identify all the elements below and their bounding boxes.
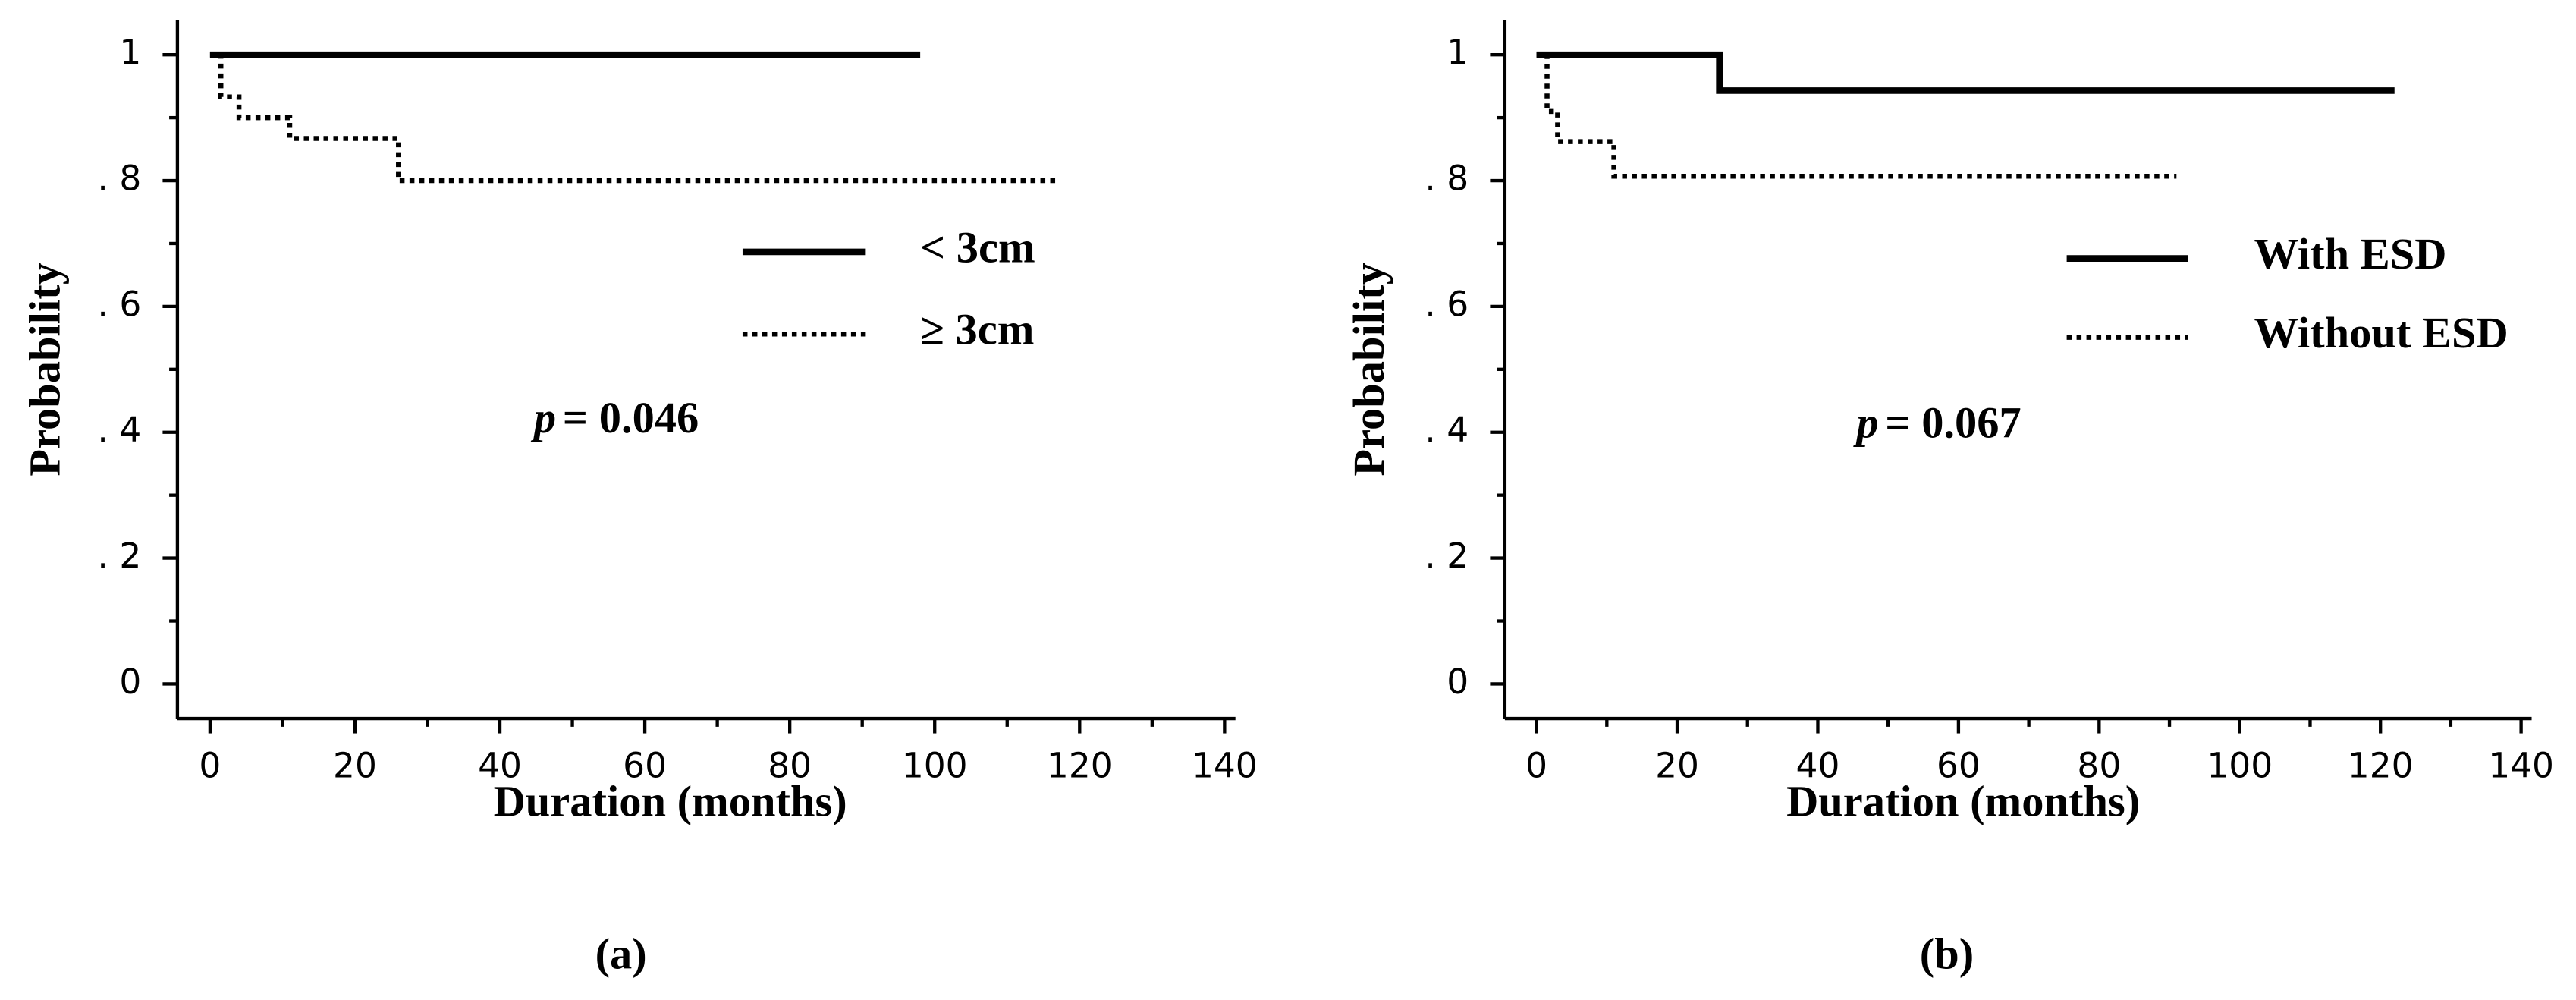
y-tick-label: . 4: [1425, 410, 1469, 450]
km-curve: [209, 52, 1058, 184]
x-tick-label: 100: [2207, 746, 2273, 786]
panel-label: (b): [1920, 929, 1974, 979]
legend-label: < 3cm: [920, 222, 1035, 272]
x-axis-title: Duration (months): [494, 776, 847, 825]
x-tick-label: 60: [1937, 746, 1981, 786]
y-tick-label: . 8: [1425, 159, 1469, 199]
p-symbol: p: [530, 394, 556, 443]
p-value: p = 0.067: [1852, 398, 2021, 448]
x-tick-label: 40: [1796, 746, 1840, 786]
y-tick-label: 0: [1447, 662, 1469, 702]
p-value: p = 0.046: [530, 394, 699, 443]
km-curve: [1536, 52, 2177, 179]
x-tick-label: 120: [1047, 746, 1113, 786]
y-tick-label: . 8: [97, 159, 141, 199]
x-axis-title: Duration (months): [1786, 776, 2140, 825]
x-tick-label: 120: [2348, 746, 2414, 786]
legend-label: ≥ 3cm: [920, 305, 1035, 354]
x-tick-label: 140: [2488, 746, 2554, 786]
p-symbol: p: [1852, 398, 1878, 448]
y-tick-label: 1: [1447, 33, 1469, 73]
x-tick-label: 100: [902, 746, 968, 786]
x-tick-label: 40: [478, 746, 522, 786]
x-tick-label: 0: [1525, 746, 1547, 786]
y-tick-label: . 2: [1425, 536, 1469, 576]
y-tick-label: . 4: [97, 410, 141, 450]
legend-label: Without ESD: [2254, 308, 2508, 357]
x-tick-label: 140: [1192, 746, 1258, 786]
km-curve: [1536, 51, 2395, 94]
y-tick-label: 1: [119, 33, 141, 73]
y-axis-title: Probability: [20, 263, 69, 476]
x-tick-label: 60: [623, 746, 667, 786]
p-text: = 0.067: [1885, 398, 2022, 448]
x-tick-label: 20: [1655, 746, 1699, 786]
p-text: = 0.046: [563, 394, 699, 443]
y-tick-label: . 2: [97, 536, 141, 576]
y-tick-label: . 6: [97, 284, 141, 324]
x-tick-label: 0: [199, 746, 221, 786]
y-tick-label: . 6: [1425, 284, 1469, 324]
x-tick-label: 80: [2077, 746, 2121, 786]
y-tick-label: 0: [119, 662, 141, 702]
panel-label: (a): [595, 929, 647, 979]
x-tick-label: 20: [333, 746, 377, 786]
legend-label: With ESD: [2254, 229, 2447, 278]
y-axis-title: Probability: [1344, 263, 1393, 476]
x-tick-label: 80: [768, 746, 812, 786]
